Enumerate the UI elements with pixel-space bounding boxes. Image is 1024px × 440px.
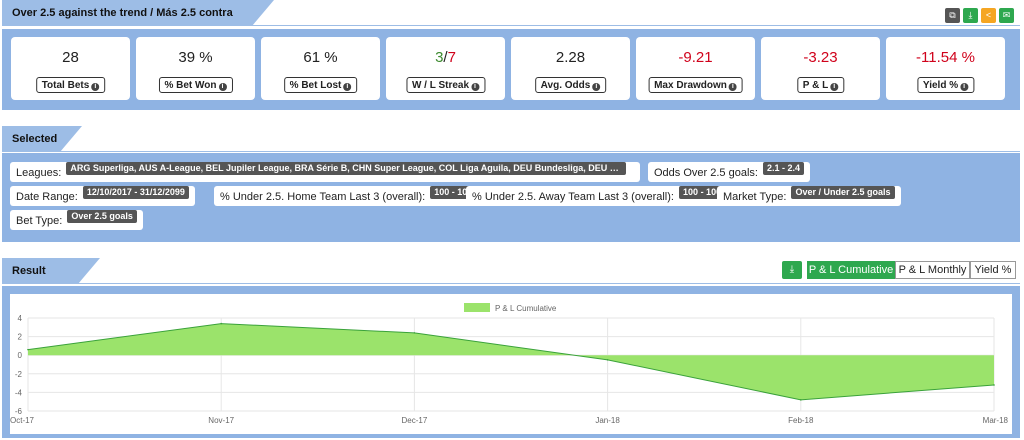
filters-divider [2, 151, 1020, 152]
stat-wl-streak: 3/7 W / L Streak i [386, 37, 505, 100]
y-tick-label: -2 [15, 370, 23, 379]
filter-label: Odds Over 2.5 goals: [654, 167, 758, 179]
y-tick-label: 2 [18, 333, 23, 342]
stat-bet-won: 39 % % Bet Won i [136, 37, 255, 100]
stat-label[interactable]: Max Drawdown i [648, 77, 743, 93]
download-icon[interactable]: ⤓ [963, 8, 978, 23]
x-tick-label: Oct-17 [10, 416, 35, 425]
stat-value: 39 % [178, 49, 213, 66]
stats-section: Over 2.5 against the trend / Más 2.5 con… [2, 0, 1020, 110]
stat-label[interactable]: Yield % i [916, 77, 975, 93]
result-title: Result Graph [2, 258, 100, 303]
filter-label: Leagues: [16, 167, 62, 179]
info-icon[interactable]: i [830, 83, 839, 91]
data-point [606, 359, 609, 361]
x-tick-label: Mar-18 [983, 416, 1009, 425]
stats-panel: 28 Total Bets i 39 % % Bet Won i 61 % % Be… [2, 29, 1020, 110]
tab-pnl-monthly[interactable]: P & L Monthly [895, 261, 970, 279]
info-icon[interactable]: i [592, 83, 601, 91]
stat-value: 2.28 [555, 49, 586, 66]
y-tick-label: 4 [18, 314, 23, 323]
filter-market-type: Market Type: Over / Under 2.5 goals [717, 186, 901, 206]
stat-label[interactable]: Avg. Odds i [534, 77, 607, 93]
series-line [27, 323, 995, 401]
filter-label: Market Type: [723, 191, 787, 203]
data-point [993, 384, 995, 386]
filter-value: Over / Under 2.5 goals [791, 186, 895, 199]
x-tick-label: Jan-18 [595, 416, 620, 425]
stat-label[interactable]: % Bet Lost i [283, 77, 358, 93]
y-tick-label: -6 [15, 407, 23, 416]
stat-value: -11.54 % [916, 49, 975, 66]
data-point [413, 332, 416, 334]
filter-bet-type: Bet Type: Over 2.5 goals [10, 210, 143, 230]
chart-container: 4 2 0 -2 -4 -6 Oct-17 Nov-17 Dec-17 Jan-18 Feb-18 M… [10, 294, 1012, 434]
stat-avg-odds: 2.28 Avg. Odds i [511, 37, 630, 100]
stat-value: -3.23 [803, 49, 838, 66]
stat-value: 28 [62, 49, 79, 66]
series-area [28, 323, 994, 400]
strategy-title: Over 2.5 against the trend / Más 2.5 con… [2, 0, 274, 45]
filter-value: Over 2.5 goals [67, 210, 137, 223]
x-tick-label: Nov-17 [208, 416, 234, 425]
chart-download-button[interactable]: ⤓ [782, 261, 802, 279]
stat-label[interactable]: W / L Streak i [405, 77, 486, 93]
tab-pnl-cumulative[interactable]: P & L Cumulative [807, 261, 895, 279]
data-point [220, 322, 222, 325]
info-icon[interactable]: i [343, 83, 352, 91]
filter-label: Date Range: [16, 191, 78, 203]
x-tick-label: Feb-18 [788, 416, 814, 425]
stat-bet-lost: 61 % % Bet Lost i [261, 37, 380, 100]
filter-away-under: % Under 2.5. Away Team Last 3 (overall):… [466, 186, 732, 206]
stat-total-bets: 28 Total Bets i [11, 37, 130, 100]
info-icon[interactable]: i [728, 83, 737, 91]
filters-panel: Leagues: ARG Superliga, AUS A-League, BE… [2, 153, 1020, 242]
copy-icon[interactable]: ⧉ [945, 8, 960, 23]
info-icon[interactable]: i [960, 83, 969, 91]
filter-odds: Odds Over 2.5 goals: 2.1 - 2.4 [648, 162, 811, 182]
stat-label[interactable]: % Bet Won i [158, 77, 233, 93]
filter-value: 12/10/2017 - 31/12/2099 [82, 186, 189, 199]
y-tick-label: 0 [18, 351, 23, 360]
stat-yield: -11.54 % Yield % i [886, 37, 1005, 100]
result-section: Result Graph ⤓ P & L Cumulative P & L Mo… [2, 258, 1020, 438]
filters-section: Selected Filters Leagues: ARG Superliga,… [2, 126, 1020, 242]
data-point [27, 348, 29, 351]
mail-icon[interactable]: ✉ [999, 8, 1014, 23]
filter-leagues: Leagues: ARG Superliga, AUS A-League, BE… [10, 162, 640, 182]
filter-label: Bet Type: [16, 215, 63, 227]
header-divider [2, 25, 1020, 26]
y-tick-label: -4 [15, 388, 23, 397]
stat-value: 61 % [303, 49, 338, 66]
chart-panel: 4 2 0 -2 -4 -6 Oct-17 Nov-17 Dec-17 Jan-18 Feb-18 M… [2, 286, 1020, 438]
filters-title: Selected Filters [2, 126, 82, 171]
filter-label: % Under 2.5. Home Team Last 3 (overall): [220, 191, 426, 203]
data-point [800, 399, 802, 401]
stat-value: 3/7 [435, 49, 456, 66]
filter-value: 100 - 100 [430, 186, 477, 199]
filter-label: % Under 2.5. Away Team Last 3 (overall): [472, 191, 674, 203]
share-icon[interactable]: < [981, 8, 996, 23]
legend-label: P & L Cumulative [495, 304, 557, 313]
info-icon[interactable]: i [471, 83, 480, 91]
stat-label[interactable]: Total Bets i [35, 77, 106, 93]
stat-max-drawdown: -9.21 Max Drawdown i [636, 37, 755, 100]
info-icon[interactable]: i [218, 83, 227, 91]
result-divider [2, 283, 1020, 284]
filter-value: 2.1 - 2.4 [763, 162, 805, 175]
filter-home-under: % Under 2.5. Home Team Last 3 (overall):… [214, 186, 483, 206]
tab-yield[interactable]: Yield % [970, 261, 1016, 279]
stat-value: -9.21 [678, 49, 713, 66]
legend-swatch [464, 303, 490, 312]
filter-value: ARG Superliga, AUS A-League, BEL Jupiler… [66, 162, 627, 175]
filter-value: 100 - 100 [679, 186, 726, 199]
filter-date-range: Date Range: 12/10/2017 - 31/12/2099 [10, 186, 195, 206]
x-tick-label: Dec-17 [402, 416, 428, 425]
info-icon[interactable]: i [91, 83, 100, 91]
